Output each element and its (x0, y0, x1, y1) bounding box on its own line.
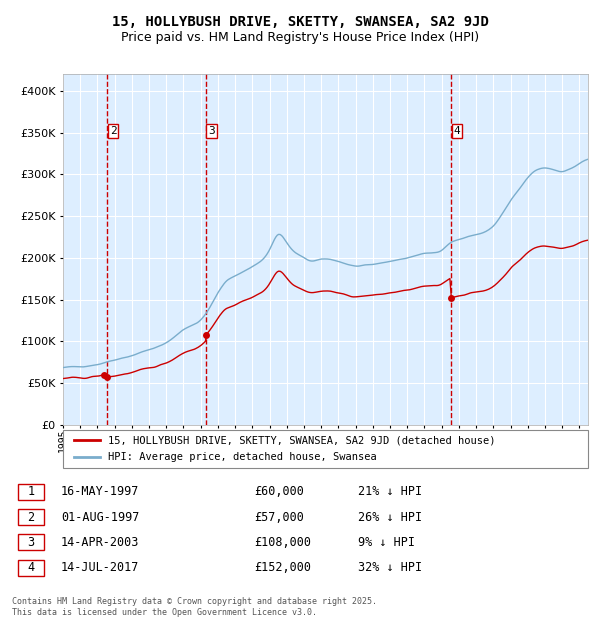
Text: 2: 2 (110, 126, 117, 136)
Text: £152,000: £152,000 (254, 561, 311, 574)
FancyBboxPatch shape (63, 430, 588, 468)
Text: 15, HOLLYBUSH DRIVE, SKETTY, SWANSEA, SA2 9JD (detached house): 15, HOLLYBUSH DRIVE, SKETTY, SWANSEA, SA… (107, 435, 495, 445)
Text: £57,000: £57,000 (254, 511, 304, 523)
Text: 14-APR-2003: 14-APR-2003 (61, 536, 139, 549)
FancyBboxPatch shape (18, 559, 44, 575)
Text: 3: 3 (208, 126, 215, 136)
Text: 2: 2 (27, 511, 34, 523)
Text: 01-AUG-1997: 01-AUG-1997 (61, 511, 139, 523)
FancyBboxPatch shape (18, 509, 44, 525)
Text: 21% ↓ HPI: 21% ↓ HPI (358, 485, 422, 498)
FancyBboxPatch shape (18, 484, 44, 500)
Text: 16-MAY-1997: 16-MAY-1997 (61, 485, 139, 498)
Text: 4: 4 (27, 561, 34, 574)
Text: 9% ↓ HPI: 9% ↓ HPI (358, 536, 415, 549)
Text: 1: 1 (27, 485, 34, 498)
Text: 26% ↓ HPI: 26% ↓ HPI (358, 511, 422, 523)
Text: £60,000: £60,000 (254, 485, 304, 498)
Text: 14-JUL-2017: 14-JUL-2017 (61, 561, 139, 574)
FancyBboxPatch shape (18, 534, 44, 551)
Text: 32% ↓ HPI: 32% ↓ HPI (358, 561, 422, 574)
Text: 15, HOLLYBUSH DRIVE, SKETTY, SWANSEA, SA2 9JD: 15, HOLLYBUSH DRIVE, SKETTY, SWANSEA, SA… (112, 16, 488, 30)
Text: Price paid vs. HM Land Registry's House Price Index (HPI): Price paid vs. HM Land Registry's House … (121, 31, 479, 44)
Text: £108,000: £108,000 (254, 536, 311, 549)
Text: HPI: Average price, detached house, Swansea: HPI: Average price, detached house, Swan… (107, 453, 376, 463)
Text: 3: 3 (27, 536, 34, 549)
Text: Contains HM Land Registry data © Crown copyright and database right 2025.
This d: Contains HM Land Registry data © Crown c… (12, 598, 377, 617)
Text: 4: 4 (454, 126, 460, 136)
